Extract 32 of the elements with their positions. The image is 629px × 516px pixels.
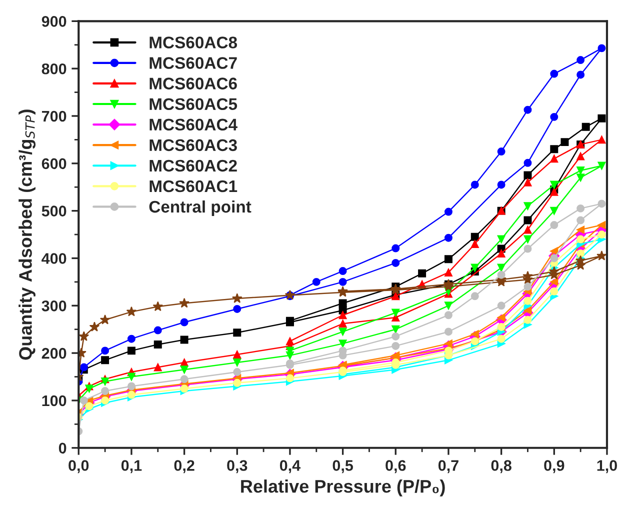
y-tick-label: 200 bbox=[42, 348, 66, 359]
y-tick-label: 600 bbox=[42, 158, 66, 170]
legend-label: MCS60AC1 bbox=[150, 180, 238, 192]
x-axis-title: Relative Pressure (P/P₀) bbox=[241, 479, 445, 496]
x-tick-label: 1,0 bbox=[597, 460, 617, 474]
x-tick-label: 0,9 bbox=[544, 460, 564, 474]
y-tick-label: 400 bbox=[42, 253, 66, 264]
y-axis-title: Quantity Adsorbed (cm³/g$_{STP}$) bbox=[18, 110, 36, 360]
y-tick-label: 0 bbox=[58, 442, 66, 454]
legend-label: MCS60AC8 bbox=[150, 36, 238, 48]
legend-label: MCS60AC3 bbox=[150, 139, 237, 152]
x-tick-label: 0,8 bbox=[491, 460, 512, 474]
x-tick-label: 0,2 bbox=[174, 460, 194, 474]
x-tick-label: 0,5 bbox=[332, 460, 353, 474]
y-tick-label: 500 bbox=[42, 206, 66, 216]
y-tick-label: 100 bbox=[42, 395, 66, 406]
y-tick-label: 800 bbox=[42, 63, 66, 74]
y-tick-label: 900 bbox=[42, 16, 66, 27]
x-tick-label: 0,1 bbox=[121, 460, 142, 474]
x-tick-label: 0,0 bbox=[68, 460, 89, 474]
legend-label: MCS60AC6 bbox=[150, 78, 237, 90]
y-tick-label: 700 bbox=[42, 110, 66, 122]
x-tick-label: 0,7 bbox=[438, 460, 458, 474]
legend-label: MCS60AC2 bbox=[150, 160, 237, 172]
y-tick-label: 300 bbox=[42, 300, 66, 312]
legend-label: MCS60AC4 bbox=[150, 118, 238, 131]
x-tick-label: 0,6 bbox=[386, 460, 406, 474]
legend-label: MCS60AC7 bbox=[150, 57, 237, 69]
legend-label: MCS60AC5 bbox=[150, 98, 238, 110]
x-tick-label: 0,3 bbox=[227, 460, 248, 474]
legend-label: Central point bbox=[149, 200, 252, 216]
x-tick-label: 0,4 bbox=[280, 460, 301, 474]
